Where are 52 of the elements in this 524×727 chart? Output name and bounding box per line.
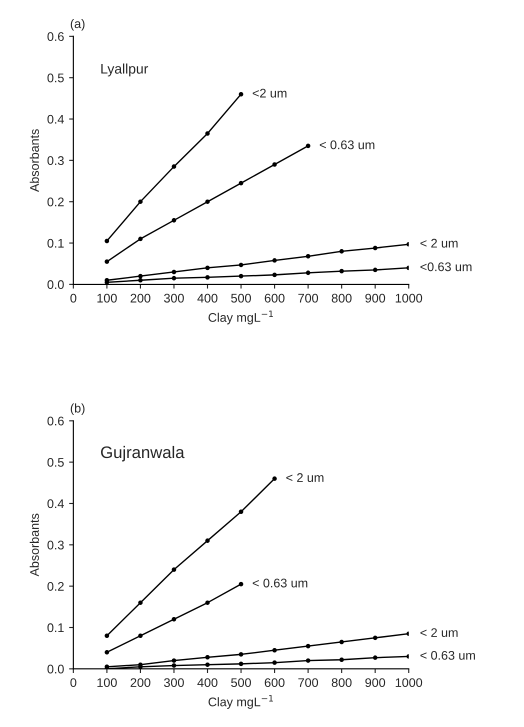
x-tick-label: 0 <box>70 678 76 688</box>
y-tick-label: 0.0 <box>47 664 64 674</box>
annotation: < 0.63 um <box>420 650 475 660</box>
x-axis-title: Clay mgL$^{−1}$ <box>208 310 273 324</box>
annotation: <0.63 um <box>420 262 472 272</box>
annotation: < 0.63 um <box>320 140 374 150</box>
y-axis-title: Absorbants <box>30 514 39 576</box>
chart-title: (b) <box>70 403 85 416</box>
x-tick-label: 200 <box>130 294 150 303</box>
annotation: < 2 um <box>420 628 458 638</box>
y-tick-label: 0.2 <box>47 582 64 591</box>
annotation: <2 um <box>252 88 286 98</box>
x-axis-title: Clay mgL$^{−1}$ <box>208 695 273 709</box>
x-tick-label: 700 <box>298 678 318 688</box>
x-tick-label: 600 <box>264 294 285 303</box>
annotation: < 0.63 um <box>252 578 308 588</box>
x-tick-label: 500 <box>231 294 251 303</box>
x-tick-label: 600 <box>264 678 285 688</box>
annotation: Lyallpur <box>101 63 148 76</box>
y-tick-label: 0.3 <box>47 156 64 166</box>
y-tick-label: 0.4 <box>47 499 64 508</box>
x-tick-label: 400 <box>197 678 218 688</box>
y-axis-title: Absorbants <box>30 129 39 192</box>
y-tick-label: 0.6 <box>47 416 64 426</box>
annotation: < 2 um <box>286 473 324 482</box>
y-tick-label: 0.1 <box>47 238 64 248</box>
x-tick-label: 400 <box>197 294 218 303</box>
x-tick-label: 800 <box>332 678 352 688</box>
x-tick-label: 300 <box>164 678 184 688</box>
x-tick-label: 300 <box>164 294 184 303</box>
y-tick-label: 0.0 <box>47 280 64 290</box>
x-tick-label: 100 <box>97 678 117 688</box>
y-tick-label: 0.1 <box>47 623 64 632</box>
y-tick-label: 0.4 <box>47 114 64 124</box>
x-tick-label: 900 <box>365 678 386 688</box>
y-tick-label: 0.5 <box>47 73 64 82</box>
x-tick-label: 1000 <box>396 678 422 688</box>
annotation: Gujranwala <box>101 446 184 462</box>
annotation: < 2 um <box>420 238 458 248</box>
x-tick-label: 500 <box>231 678 251 688</box>
x-tick-label: 100 <box>97 294 117 303</box>
x-tick-label: 200 <box>130 678 150 688</box>
x-tick-label: 0 <box>70 294 76 303</box>
y-tick-label: 0.5 <box>47 458 64 467</box>
y-tick-label: 0.3 <box>47 540 64 550</box>
x-tick-label: 700 <box>298 294 318 303</box>
chart-title: (a) <box>70 18 85 31</box>
x-tick-label: 900 <box>365 294 386 303</box>
y-tick-label: 0.6 <box>47 32 64 41</box>
y-tick-label: 0.2 <box>47 198 64 206</box>
x-tick-label: 800 <box>332 294 352 303</box>
x-tick-label: 1000 <box>396 294 422 303</box>
